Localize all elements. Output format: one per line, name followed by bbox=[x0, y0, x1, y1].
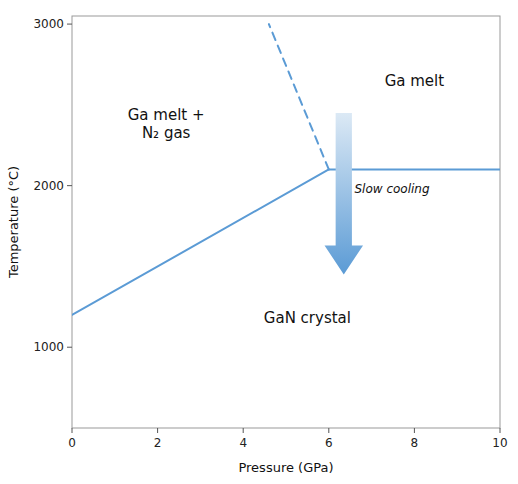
region-label: Ga melt +N₂ gas bbox=[128, 106, 205, 142]
region-label: GaN crystal bbox=[264, 309, 351, 327]
y-tick-label: 1000 bbox=[33, 340, 64, 354]
x-tick-label: 8 bbox=[411, 436, 419, 450]
region-label-line: N₂ gas bbox=[142, 124, 191, 142]
x-tick bbox=[243, 428, 244, 433]
x-tick bbox=[157, 428, 158, 433]
y-tick-label: 3000 bbox=[33, 17, 64, 31]
region-label-line: Ga melt + bbox=[128, 106, 205, 124]
x-tick bbox=[72, 428, 73, 433]
plot-area bbox=[72, 24, 500, 315]
phase-boundary bbox=[269, 24, 329, 169]
x-tick-label: 2 bbox=[154, 436, 162, 450]
region-label-line: GaN crystal bbox=[264, 309, 351, 327]
chart: 0 2 4 6 8 10 1000 2000 3000 Pressure (GPa) Tempera… bbox=[0, 0, 518, 484]
phase-boundary bbox=[329, 168, 500, 170]
x-tick-label: 10 bbox=[492, 436, 507, 450]
y-axis-label: Temperature (°C) bbox=[6, 166, 21, 279]
region-label-line: Ga melt bbox=[385, 72, 445, 90]
plot-frame bbox=[72, 16, 500, 428]
x-axis-label: Pressure (GPa) bbox=[238, 460, 333, 475]
x-tick-label: 4 bbox=[239, 436, 247, 450]
x-tick bbox=[414, 428, 415, 433]
x-tick-label: 0 bbox=[68, 436, 76, 450]
arrow-label: Slow cooling bbox=[354, 182, 429, 196]
x-tick bbox=[328, 428, 329, 433]
region-label: Ga melt bbox=[385, 72, 445, 90]
phase-boundary bbox=[72, 169, 329, 314]
x-tick-label: 6 bbox=[325, 436, 333, 450]
y-tick-label: 2000 bbox=[33, 179, 64, 193]
y-tick bbox=[67, 347, 72, 348]
x-tick bbox=[500, 428, 501, 433]
y-tick bbox=[67, 185, 72, 186]
y-tick bbox=[67, 24, 72, 25]
